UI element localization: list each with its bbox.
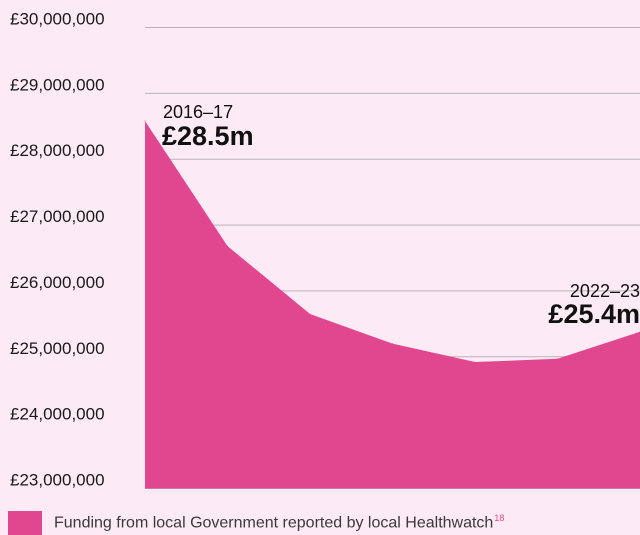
annotation-start-value: £28.5m xyxy=(162,121,254,151)
y-tick-label: £29,000,000 xyxy=(10,75,105,94)
data-point xyxy=(227,245,228,247)
y-tick-label: £28,000,000 xyxy=(10,141,105,160)
annotation-end-period: 2022–23 xyxy=(570,281,640,301)
area-chart: £23,000,000 £24,000,000 £25,000,000 £26,000… xyxy=(10,10,640,490)
y-tick-label: £30,000,000 xyxy=(10,10,105,29)
legend-footnote-ref: 18 xyxy=(494,513,505,524)
annotation-start-period: 2016–17 xyxy=(163,102,233,122)
data-point xyxy=(392,343,393,345)
y-tick-label: £27,000,000 xyxy=(10,207,105,226)
y-tick-label: £26,000,000 xyxy=(10,273,105,292)
annotation-end-value: £25.4m xyxy=(548,299,640,329)
legend-swatch xyxy=(8,511,42,535)
legend: Funding from local Government reported b… xyxy=(8,511,504,535)
funding-area-series xyxy=(145,121,640,489)
data-point xyxy=(557,358,558,360)
data-point xyxy=(144,120,146,122)
data-point xyxy=(309,313,311,315)
data-points xyxy=(144,120,640,363)
y-tick-label: £24,000,000 xyxy=(10,405,105,424)
legend-label: Funding from local Government reported b… xyxy=(54,513,504,532)
y-tick-label: £23,000,000 xyxy=(10,471,105,490)
data-point xyxy=(474,361,476,363)
y-axis-ticks: £23,000,000 £24,000,000 £25,000,000 £26,000… xyxy=(10,10,105,490)
y-tick-label: £25,000,000 xyxy=(10,339,105,358)
legend-label-text: Funding from local Government reported b… xyxy=(54,514,494,532)
